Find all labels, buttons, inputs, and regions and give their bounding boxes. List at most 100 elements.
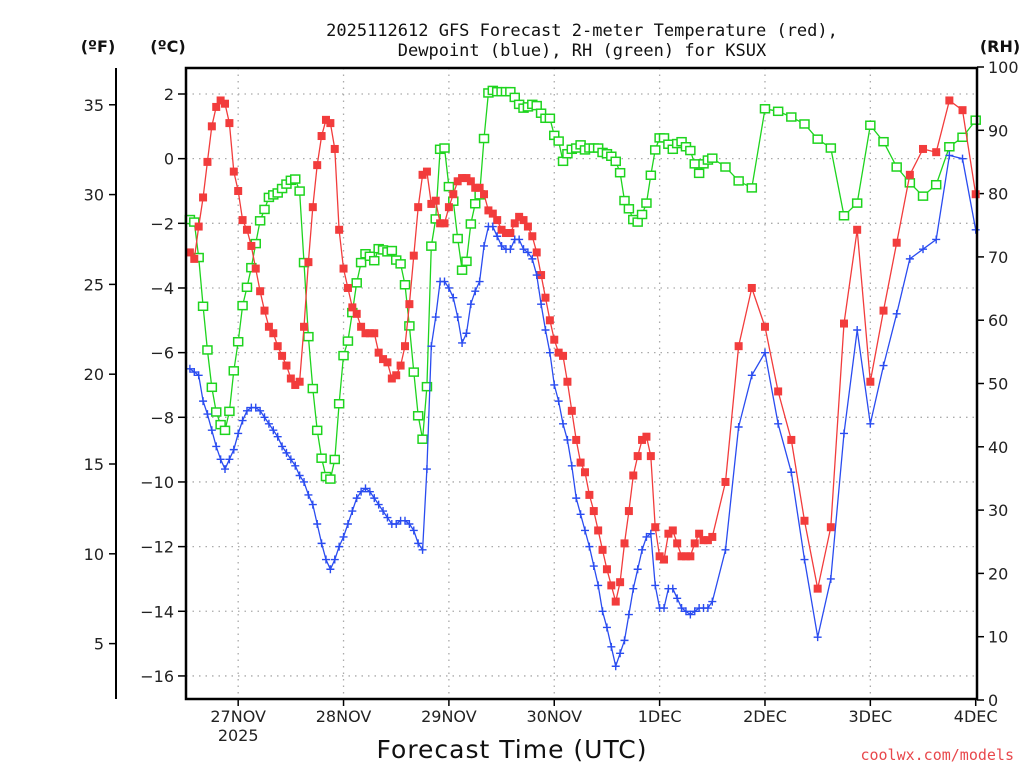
- temperature-point: [488, 209, 497, 218]
- temperature-point: [361, 329, 370, 338]
- rh-point: [838, 211, 850, 221]
- celsius-axis-label: (ºC): [150, 37, 185, 56]
- temperature-point: [458, 174, 467, 183]
- dewpoint-point: [199, 397, 208, 406]
- dewpoint-point: [747, 371, 756, 380]
- temperature-point: [673, 539, 682, 548]
- temperature-point: [365, 329, 374, 338]
- dewpoint-point: [879, 361, 888, 370]
- temperature-point: [207, 122, 216, 131]
- temperature-point: [866, 377, 875, 386]
- dewpoint-point: [624, 610, 633, 619]
- series-filled-square-0: [185, 96, 980, 606]
- temperature-point: [563, 377, 572, 386]
- fahrenheit-tick-label: 10: [84, 545, 104, 564]
- rh-point: [412, 411, 424, 421]
- rh-point: [395, 259, 406, 269]
- rh-tick-label: 20: [988, 564, 1008, 583]
- dewpoint-point: [343, 519, 352, 528]
- rh-tick-label: 90: [988, 121, 1008, 140]
- temperature-point: [422, 167, 431, 176]
- temperature-point: [892, 238, 901, 247]
- temperature-point: [550, 335, 559, 344]
- rh-point: [812, 134, 823, 144]
- dewpoint-point: [826, 574, 835, 583]
- dewpoint-point: [598, 607, 607, 616]
- rh-point: [557, 156, 569, 167]
- rh-point: [307, 383, 319, 394]
- dewpoint-point: [422, 465, 431, 474]
- temperature-point: [660, 555, 669, 564]
- temperature-point: [523, 222, 532, 231]
- temperature-point: [321, 115, 330, 124]
- temperature-point: [466, 177, 475, 186]
- dewpoint-point: [251, 403, 260, 412]
- temperature-point: [541, 293, 550, 302]
- dewpoint-point: [256, 406, 265, 415]
- dewpoint-point: [734, 422, 743, 431]
- temperature-point: [695, 529, 704, 538]
- temperature-point: [620, 539, 629, 548]
- temperature-point: [576, 458, 585, 467]
- celsius-tick-label: −2: [150, 214, 174, 233]
- dewpoint-point: [576, 510, 585, 519]
- temperature-point: [269, 329, 278, 338]
- dewpoint-point: [480, 241, 489, 250]
- dewpoint-point: [488, 222, 497, 231]
- temperature-point: [826, 523, 835, 532]
- dewpoint-point: [690, 607, 699, 616]
- temperature-point: [919, 144, 928, 153]
- rh-point: [430, 214, 441, 224]
- dewpoint-point: [607, 642, 616, 651]
- temperature-point: [480, 190, 489, 199]
- rh-point: [439, 143, 450, 153]
- temperature-point: [734, 342, 743, 351]
- rh-point: [917, 191, 929, 201]
- series-line: [189, 99, 977, 602]
- dewpoint-point: [892, 309, 901, 318]
- fahrenheit-tick-label: 5: [94, 635, 104, 654]
- rh-tick-label: 100: [988, 58, 1019, 77]
- dewpoint-point: [300, 477, 309, 486]
- temperature-point: [585, 490, 594, 499]
- dewpoint-point: [760, 348, 769, 357]
- temperature-point: [840, 319, 848, 328]
- temperature-point: [256, 287, 265, 296]
- temperature-point: [493, 216, 502, 225]
- temperature-point: [958, 106, 967, 115]
- dewpoint-point: [497, 241, 506, 250]
- temperature-point: [405, 300, 414, 309]
- dewpoint-point: [295, 471, 304, 480]
- credit-text: coolwx.com/models: [860, 746, 1014, 764]
- dewpoint-point: [409, 526, 418, 535]
- temperature-point: [212, 102, 221, 111]
- x-tick-label: 4DEC: [954, 707, 998, 726]
- temperature-point: [879, 306, 888, 315]
- temperature-point: [651, 523, 660, 532]
- rh-point: [342, 336, 354, 346]
- dewpoint-point: [787, 468, 796, 477]
- dewpoint-point: [905, 254, 914, 263]
- rh-point: [772, 106, 784, 117]
- rh-point: [254, 216, 266, 226]
- dewpoint-point: [458, 338, 467, 347]
- rh-point: [746, 183, 758, 193]
- temperature-point: [308, 203, 317, 212]
- rh-point: [417, 434, 428, 444]
- temperature-point: [607, 581, 616, 590]
- celsius-tick-label: −12: [140, 538, 174, 557]
- dewpoint-point: [361, 484, 370, 493]
- rh-tick-label: 0: [988, 691, 998, 710]
- rh-point: [944, 142, 955, 152]
- dewpoint-point: [677, 604, 686, 613]
- rh-point: [325, 474, 336, 484]
- temperature-point: [638, 435, 647, 444]
- temperature-point: [427, 199, 436, 208]
- rh-tick-label: 30: [988, 501, 1008, 520]
- temperature-point: [554, 348, 563, 357]
- rh-point: [685, 145, 696, 156]
- dewpoint-point: [225, 455, 234, 464]
- dewpoint-point: [221, 465, 230, 474]
- series-open-square-2: [184, 85, 981, 484]
